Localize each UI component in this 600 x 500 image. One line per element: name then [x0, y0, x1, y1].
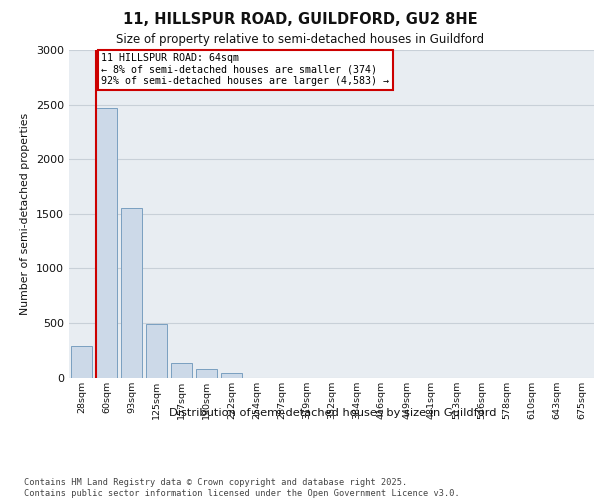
Bar — [71, 346, 92, 378]
Bar — [96, 108, 117, 378]
Text: 11 HILLSPUR ROAD: 64sqm
← 8% of semi-detached houses are smaller (374)
92% of se: 11 HILLSPUR ROAD: 64sqm ← 8% of semi-det… — [101, 54, 389, 86]
Bar — [121, 208, 142, 378]
Text: Distribution of semi-detached houses by size in Guildford: Distribution of semi-detached houses by … — [169, 408, 497, 418]
Text: 11, HILLSPUR ROAD, GUILDFORD, GU2 8HE: 11, HILLSPUR ROAD, GUILDFORD, GU2 8HE — [122, 12, 478, 28]
Y-axis label: Number of semi-detached properties: Number of semi-detached properties — [20, 112, 31, 315]
Bar — [221, 372, 242, 378]
Bar — [171, 363, 192, 378]
Text: Contains HM Land Registry data © Crown copyright and database right 2025.
Contai: Contains HM Land Registry data © Crown c… — [24, 478, 460, 498]
Bar — [196, 370, 217, 378]
Text: Size of property relative to semi-detached houses in Guildford: Size of property relative to semi-detach… — [116, 32, 484, 46]
Bar — [146, 324, 167, 378]
